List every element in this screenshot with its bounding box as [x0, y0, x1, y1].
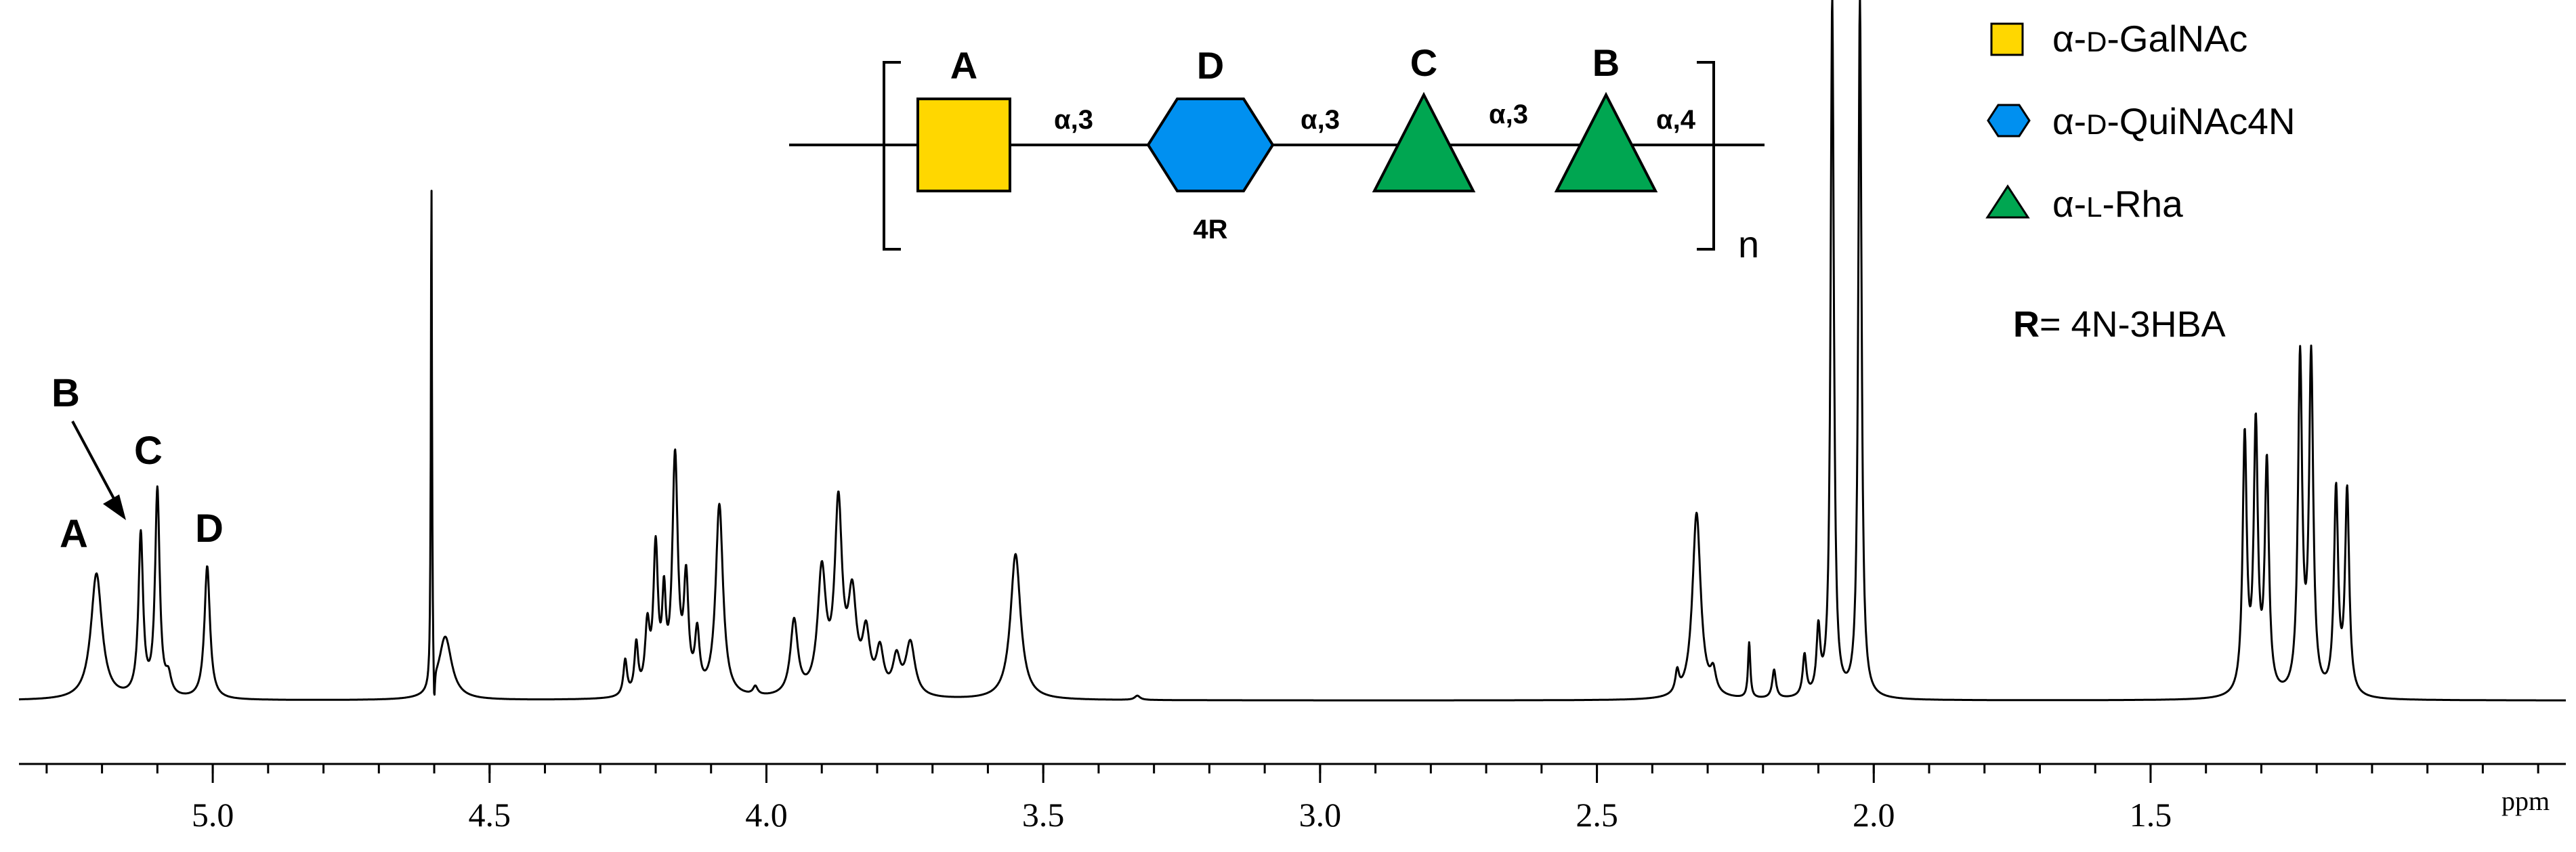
repeat-count-label: n [1738, 223, 1759, 265]
x-tick-label: 2.0 [1853, 796, 1895, 834]
linkage-c-b-label: α,3 [1489, 100, 1528, 129]
x-axis-major-ticks [211, 764, 2152, 783]
x-tick-label: 3.0 [1299, 796, 1342, 834]
linkage-d-c-label: α,3 [1301, 105, 1340, 135]
x-tick-label: 4.0 [745, 796, 788, 834]
repeat-bracket-left [883, 61, 901, 251]
legend-square-icon [1990, 22, 2024, 56]
repeating-unit-structure: n A D 4R C B α,3 α,3 α,3 α,4 [789, 41, 1765, 265]
peak-label-d: D [195, 507, 224, 551]
residue-a-square-icon [916, 98, 1011, 192]
legend-triangle-icon [1985, 184, 2030, 219]
residue-b-label: B [1592, 41, 1620, 84]
residue-d-label: D [1197, 44, 1224, 87]
legend-item-quinac4n: α-D-QuiNAc4N [2052, 100, 2296, 142]
peak-b-arrow-head [103, 494, 126, 520]
x-tick-label: 5.0 [192, 796, 234, 834]
spectrum-line [18, 0, 2567, 702]
residue-c-triangle-icon [1372, 91, 1476, 192]
x-tick-label: 2.5 [1576, 796, 1618, 834]
residue-a-label: A [950, 44, 977, 87]
legend-item-galnac: α-D-GalNAc [2052, 18, 2247, 60]
peak-label-b: B [51, 371, 80, 415]
peak-annotations: A B C D [51, 371, 224, 556]
peak-label-a: A [60, 512, 88, 556]
residue-d-substituent-label: 4R [1193, 215, 1227, 244]
x-axis-minor-ticks [45, 764, 2539, 773]
x-tick-label: 1.5 [2130, 796, 2172, 834]
x-axis-tick-labels: 5.0 4.5 4.0 3.5 3.0 2.5 2.0 1.5 [192, 796, 2172, 834]
legend-hexagon-icon [1987, 104, 2031, 137]
peak-label-c: C [134, 429, 163, 473]
residue-d-hexagon-icon [1146, 98, 1275, 192]
x-tick-label: 4.5 [469, 796, 511, 834]
peak-b-arrow-shaft [71, 421, 115, 499]
x-axis-label: ppm [2501, 786, 2550, 816]
linkage-b-next-label: α,4 [1656, 105, 1696, 135]
x-tick-label: 3.5 [1022, 796, 1065, 834]
residue-c-label: C [1410, 41, 1437, 84]
legend-item-rha: α-L-Rha [2052, 183, 2183, 225]
linkage-a-d-label: α,3 [1054, 105, 1093, 135]
legend: α-D-GalNAc α-D-QuiNAc4N α-L-Rha R= 4N-3H… [1985, 18, 2296, 345]
repeat-bracket-right [1697, 61, 1715, 251]
residue-b-triangle-icon [1554, 91, 1658, 192]
r-group-definition: R= 4N-3HBA [2013, 304, 2226, 345]
